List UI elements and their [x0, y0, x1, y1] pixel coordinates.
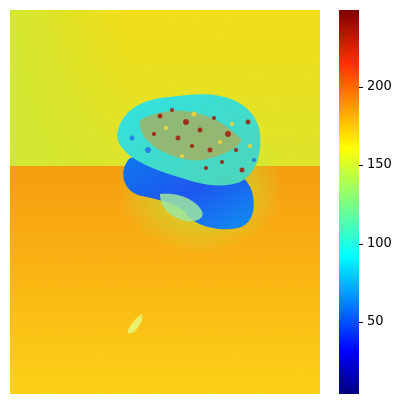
colorbar-label-100: 100	[367, 236, 392, 251]
colorbar-tick-150	[359, 165, 363, 166]
colorbar-tick-200	[359, 87, 363, 88]
heatmap-image	[10, 10, 320, 394]
colorbar-tick-50	[359, 322, 363, 323]
colorbar	[339, 10, 359, 394]
colorbar-tick-100	[359, 244, 363, 245]
colorbar-label-50: 50	[367, 314, 384, 329]
colorbar-label-200: 200	[367, 79, 392, 94]
colorbar-label-150: 150	[367, 157, 392, 172]
